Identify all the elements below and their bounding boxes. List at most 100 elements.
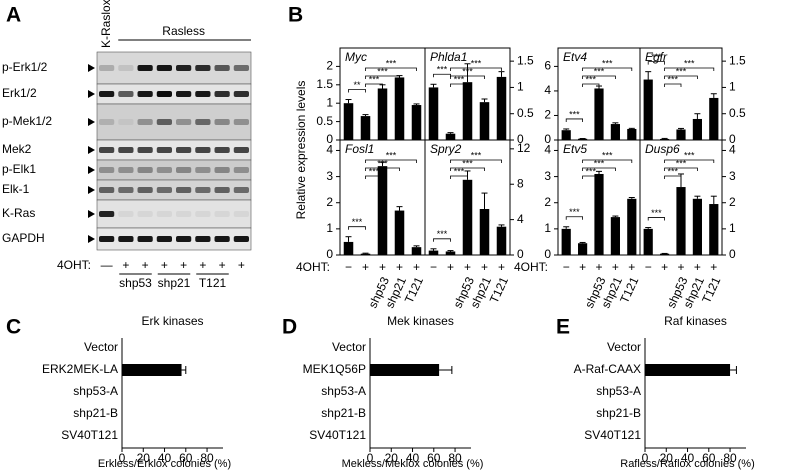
significance-label: *** xyxy=(668,74,679,84)
y-tick-label: 2 xyxy=(544,108,551,122)
blot-strip xyxy=(96,103,252,141)
bar xyxy=(660,253,670,255)
treatment-label: 4OHT: xyxy=(514,260,548,274)
category-label: Vector xyxy=(332,340,366,354)
blot-band xyxy=(99,91,115,97)
treatment: + xyxy=(661,260,668,274)
chart-title: Egfr xyxy=(645,50,668,64)
y-axis-label: Relative expression levels xyxy=(294,81,308,220)
blot-band xyxy=(195,91,211,97)
treatment: + xyxy=(595,260,602,274)
x-tick-label: 20 xyxy=(660,451,674,465)
y-tick-label: 0 xyxy=(729,132,736,146)
significance-label: *** xyxy=(377,158,388,168)
chart-title: Fosl1 xyxy=(345,142,374,156)
bar xyxy=(394,77,405,140)
bar xyxy=(462,82,473,140)
x-tick-label: 20 xyxy=(137,451,151,465)
category-label: shp21-B xyxy=(596,406,641,420)
chart-title: Mek kinases xyxy=(387,314,454,328)
treatment: + xyxy=(447,260,454,274)
y-tick-label: 2 xyxy=(326,59,333,73)
blot-band xyxy=(156,187,172,193)
row-arrow xyxy=(88,186,95,194)
blot-band xyxy=(99,65,115,71)
treatment: − xyxy=(563,260,570,274)
x-tick-label: 0 xyxy=(367,451,374,465)
blot-band xyxy=(176,65,192,71)
blot-band xyxy=(233,236,249,242)
significance-bracket xyxy=(647,61,665,65)
blot-band xyxy=(99,236,115,242)
blot-band xyxy=(214,211,230,217)
treatment: + xyxy=(413,260,420,274)
bar xyxy=(676,129,686,140)
blot-band xyxy=(118,119,134,125)
significance-bracket xyxy=(348,89,366,93)
category-label: SV40T121 xyxy=(61,428,118,442)
bar xyxy=(709,97,719,140)
significance-bracket xyxy=(664,75,698,79)
blot-band xyxy=(176,211,192,217)
blot-band xyxy=(176,119,192,125)
blot-band xyxy=(156,236,172,242)
blot-row-label: Mek2 xyxy=(2,142,32,156)
blot-row-label: p-Elk1 xyxy=(2,162,36,176)
treatment: − xyxy=(430,260,437,274)
significance-label: *** xyxy=(676,66,687,76)
significance-label: *** xyxy=(676,158,687,168)
significance-label: *** xyxy=(386,150,397,160)
bar xyxy=(479,209,490,255)
significance-label: *** xyxy=(471,58,482,68)
significance-bracket xyxy=(664,175,682,179)
row-arrow xyxy=(88,118,95,126)
significance-label: *** xyxy=(437,229,448,239)
x-tick-label: 60 xyxy=(702,451,716,465)
y-tick-label: 8 xyxy=(517,176,524,190)
significance-label: *** xyxy=(651,52,662,62)
group-label: T121 xyxy=(199,276,227,290)
treatment: + xyxy=(481,260,488,274)
chart-title: Erk kinases xyxy=(141,314,203,328)
bar xyxy=(445,133,456,140)
chart-title: Etv5 xyxy=(563,142,587,156)
bar xyxy=(360,253,371,255)
treatment: + xyxy=(122,258,129,272)
bar xyxy=(343,103,354,140)
blot-strip xyxy=(96,227,252,251)
y-tick-label: 1 xyxy=(729,80,736,94)
blot-band xyxy=(176,91,192,97)
blot-band xyxy=(214,147,230,153)
y-tick-label: 1.5 xyxy=(729,53,746,67)
y-tick-label: 4 xyxy=(517,212,524,226)
row-arrow xyxy=(88,235,95,243)
significance-label: *** xyxy=(569,207,580,217)
blot-row-label: GAPDH xyxy=(2,231,45,245)
y-tick-label: 3 xyxy=(544,169,551,183)
significance-label: *** xyxy=(454,166,465,176)
significance-bracket xyxy=(433,73,451,78)
blot-band xyxy=(214,119,230,125)
y-tick-label: 2 xyxy=(544,195,551,209)
treatment: − xyxy=(645,260,652,274)
category-label: shp21-B xyxy=(73,406,118,420)
x-tick-label: 0 xyxy=(642,451,649,465)
bar xyxy=(462,179,473,255)
bar xyxy=(428,87,439,140)
blot-band xyxy=(137,91,153,97)
significance-label: *** xyxy=(462,66,473,76)
group-label: shp21 xyxy=(158,276,191,290)
significance-label: *** xyxy=(462,158,473,168)
treatment: + xyxy=(694,260,701,274)
bar xyxy=(692,198,702,255)
treatment: + xyxy=(628,260,635,274)
blot-band xyxy=(176,147,192,153)
chart-title: Phlda1 xyxy=(430,50,467,64)
blot-header-control: K-Raslox xyxy=(99,0,113,48)
significance-bracket xyxy=(450,167,485,171)
y-tick-label: 1 xyxy=(326,95,333,109)
blot-row-label: Elk-1 xyxy=(2,182,30,196)
y-tick-label: 1 xyxy=(544,221,551,235)
y-tick-label: 0 xyxy=(544,247,551,261)
blot-band xyxy=(137,236,153,242)
